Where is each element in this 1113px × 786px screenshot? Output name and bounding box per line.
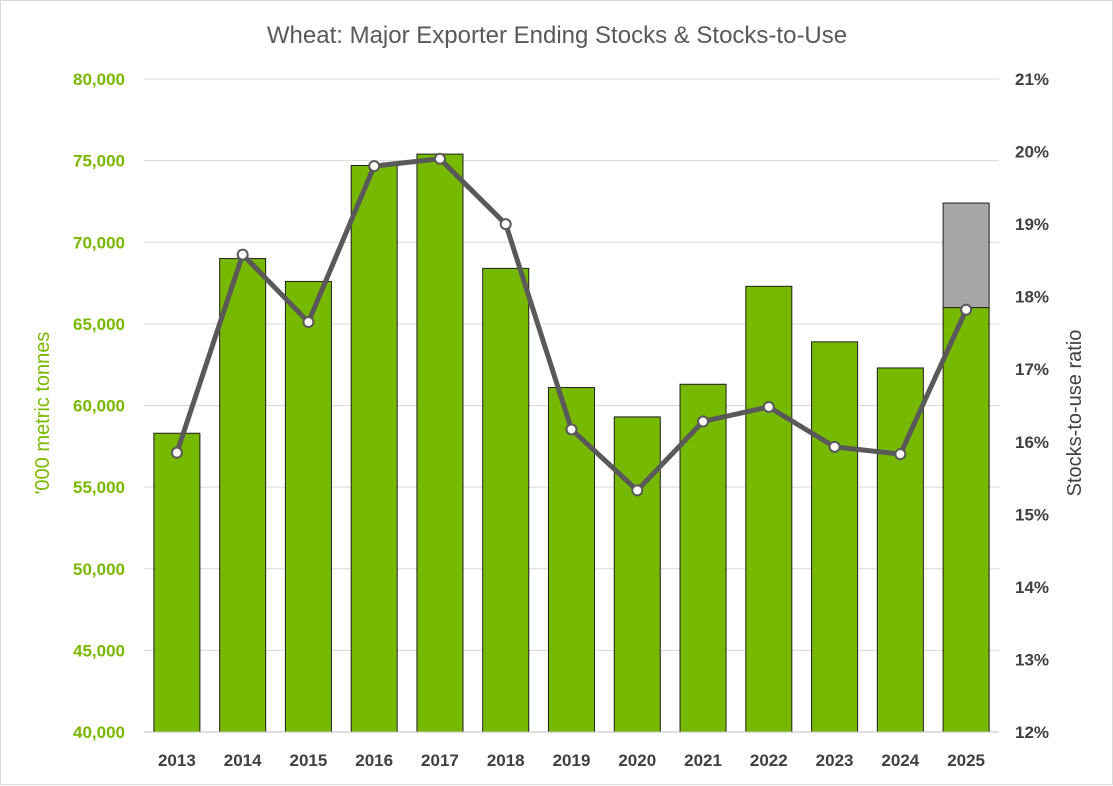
x-tick-label: 2018 xyxy=(487,751,525,770)
ratio-point-2014 xyxy=(236,248,249,261)
right-tick-label: 19% xyxy=(1015,215,1049,234)
ratio-line xyxy=(170,152,973,497)
bars xyxy=(153,153,990,733)
left-tick-label: 65,000 xyxy=(73,315,125,334)
bar-ending-stocks-2022 xyxy=(745,285,793,733)
bar-ending-stocks-2018 xyxy=(482,267,530,733)
right-tick-label: 21% xyxy=(1015,70,1049,89)
right-tick-label: 15% xyxy=(1015,505,1049,524)
ratio-point-2024 xyxy=(894,448,907,461)
left-axis-label: '000 metric tonnes xyxy=(32,332,54,495)
x-tick-label: 2013 xyxy=(158,751,196,770)
ratio-point-2025 xyxy=(960,303,973,316)
right-tick-label: 12% xyxy=(1015,723,1049,742)
x-tick-label: 2022 xyxy=(750,751,788,770)
x-tick-label: 2016 xyxy=(355,751,393,770)
left-tick-label: 45,000 xyxy=(73,641,125,660)
right-tick-label: 13% xyxy=(1015,650,1049,669)
bar-ending-stocks-2023 xyxy=(811,341,859,733)
x-tick-label: 2015 xyxy=(290,751,328,770)
ratio-point-2015 xyxy=(302,316,315,329)
left-tick-label: 60,000 xyxy=(73,397,125,416)
left-tick-label: 50,000 xyxy=(73,560,125,579)
right-axis-label: Stocks-to-use ratio xyxy=(1064,330,1086,497)
bar-ending-stocks-2019 xyxy=(547,387,596,733)
ratio-point-2021 xyxy=(697,415,710,428)
right-tick-label: 14% xyxy=(1015,578,1049,597)
x-tick-label: 2019 xyxy=(553,751,591,770)
ratio-point-2019 xyxy=(565,423,578,436)
ratio-point-2016 xyxy=(368,160,381,173)
x-tick-label: 2021 xyxy=(684,751,722,770)
left-tick-label: 40,000 xyxy=(73,723,125,742)
x-tick-label: 2023 xyxy=(816,751,854,770)
x-tick-label: 2024 xyxy=(881,751,919,770)
x-tick-label: 2014 xyxy=(224,751,262,770)
left-tick-label: 80,000 xyxy=(73,70,125,89)
bar-ending-stocks-2013 xyxy=(153,432,201,733)
bar-ending-stocks-2015 xyxy=(284,280,332,733)
right-tick-label: 18% xyxy=(1015,288,1049,307)
left-tick-label: 55,000 xyxy=(73,478,125,497)
bar-ending-stocks-2021 xyxy=(679,383,727,733)
ratio-point-2023 xyxy=(828,440,841,453)
x-tick-label: 2020 xyxy=(618,751,656,770)
left-tick-label: 70,000 xyxy=(73,233,125,252)
ratio-point-2022 xyxy=(762,400,775,413)
ratio-point-2020 xyxy=(631,484,644,497)
bar-ending-stocks-2025 xyxy=(942,307,990,733)
ratio-point-2018 xyxy=(499,218,512,231)
right-tick-label: 16% xyxy=(1015,433,1049,452)
chart-title: Wheat: Major Exporter Ending Stocks & St… xyxy=(267,22,847,49)
right-tick-label: 17% xyxy=(1015,360,1049,379)
bar-ending-stocks-2016 xyxy=(350,165,398,733)
right-tick-label: 20% xyxy=(1015,143,1049,162)
bar-ending-stocks-2020 xyxy=(613,416,661,733)
bar-ending-stocks-2017 xyxy=(416,153,464,733)
bar-upper-estimate-2025 xyxy=(942,202,990,309)
left-tick-label: 75,000 xyxy=(73,152,125,171)
ratio-point-2013 xyxy=(170,446,183,459)
bar-ending-stocks-2024 xyxy=(876,367,924,733)
x-tick-label: 2025 xyxy=(947,751,985,770)
axes: 40,000 45,000 50,000 55,000 60,000 65,000 70,0… xyxy=(73,70,1049,770)
ratio-point-2017 xyxy=(433,152,446,165)
bar-ending-stocks-2014 xyxy=(219,258,267,733)
x-tick-label: 2017 xyxy=(421,751,459,770)
